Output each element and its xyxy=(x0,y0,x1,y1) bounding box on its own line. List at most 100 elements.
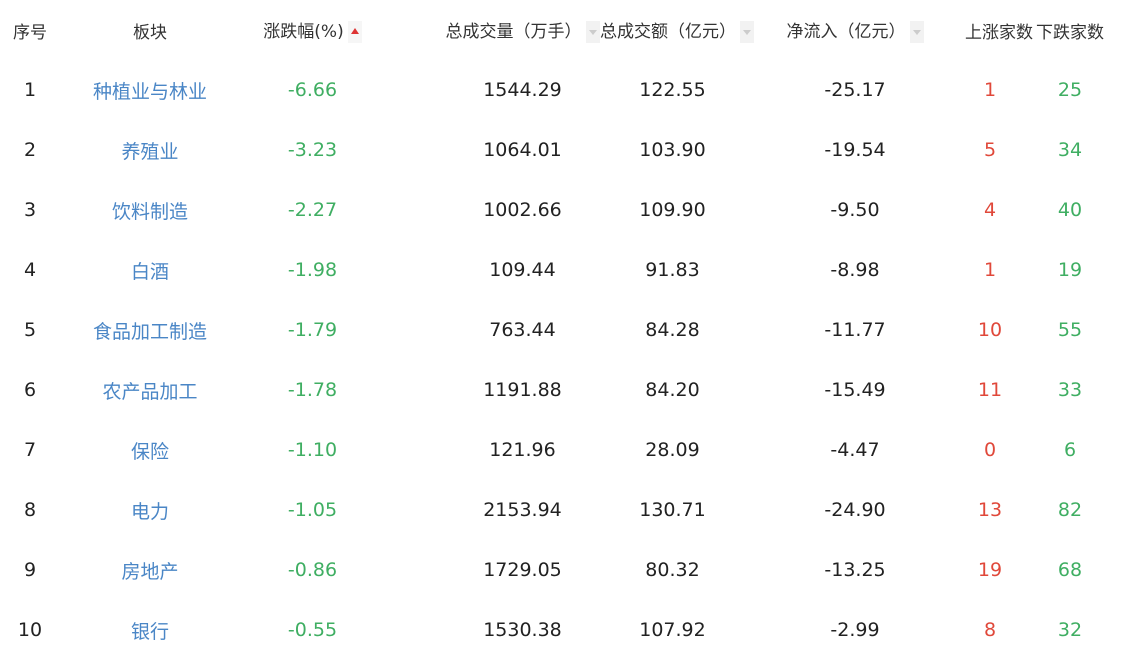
cell-volume: 1002.66 xyxy=(483,199,562,221)
sort-down-icon[interactable] xyxy=(909,21,924,43)
header-change[interactable]: 涨跌幅(%) xyxy=(240,0,385,60)
sort-down-icon[interactable] xyxy=(585,21,600,43)
cell-netflow: -9.50 xyxy=(830,199,880,221)
sort-ascending-icon[interactable] xyxy=(347,21,362,43)
cell-amount: 28.09 xyxy=(645,439,700,461)
header-down: 下跌家数 xyxy=(1036,22,1104,43)
sort-down-icon[interactable] xyxy=(740,21,754,43)
cell-change: -3.23 xyxy=(287,139,338,161)
cell-amount: 91.83 xyxy=(645,259,700,281)
cell-volume: 763.44 xyxy=(489,319,556,341)
header-volume[interactable]: 总成交量（万手） xyxy=(385,0,600,60)
cell-change: -1.05 xyxy=(287,499,338,521)
cell-sector-link[interactable]: 电力 xyxy=(130,500,169,523)
header-netflow[interactable]: 净流入（亿元） xyxy=(745,0,965,60)
cell-amount: 109.90 xyxy=(639,199,706,221)
cell-down: 25 xyxy=(1057,79,1083,101)
cell-up: 5 xyxy=(983,139,997,161)
cell-up: 1 xyxy=(983,259,997,281)
cell-sector-link[interactable]: 保险 xyxy=(130,440,169,463)
cell-up: 4 xyxy=(983,199,997,221)
cell-down: 19 xyxy=(1057,259,1083,281)
cell-index: 9 xyxy=(23,559,37,581)
cell-sector-link[interactable]: 白酒 xyxy=(130,260,169,283)
header-sector: 板块 xyxy=(133,22,167,43)
table-row[interactable]: 1 种植业与林业 -6.66 1544.29 122.55 -25.17 1 25 xyxy=(0,60,1125,120)
header-netflow-label: 净流入（亿元） xyxy=(786,22,906,42)
header-amount[interactable]: 总成交额（亿元） xyxy=(600,0,754,60)
table-row[interactable]: 2 养殖业 -3.23 1064.01 103.90 -19.54 5 34 xyxy=(0,120,1125,180)
cell-sector-link[interactable]: 房地产 xyxy=(121,560,179,583)
cell-netflow: -4.47 xyxy=(830,439,880,461)
table-row[interactable]: 9 房地产 -0.86 1729.05 80.32 -13.25 19 68 xyxy=(0,540,1125,600)
header-amount-label: 总成交额（亿元） xyxy=(600,22,736,42)
cell-netflow: -19.54 xyxy=(824,139,886,161)
cell-change: -2.27 xyxy=(287,199,338,221)
header-volume-label: 总成交量（万手） xyxy=(445,22,582,42)
cell-change: -0.86 xyxy=(287,559,338,581)
cell-up: 19 xyxy=(977,559,1003,581)
cell-volume: 1729.05 xyxy=(483,559,562,581)
cell-index: 6 xyxy=(23,379,37,401)
cell-index: 5 xyxy=(23,319,37,341)
cell-down: 34 xyxy=(1057,139,1083,161)
cell-down: 55 xyxy=(1057,319,1083,341)
cell-up: 0 xyxy=(983,439,997,461)
cell-index: 4 xyxy=(23,259,37,281)
table-row[interactable]: 8 电力 -1.05 2153.94 130.71 -24.90 13 82 xyxy=(0,480,1125,540)
cell-sector-link[interactable]: 种植业与林业 xyxy=(92,80,207,103)
cell-amount: 130.71 xyxy=(639,499,706,521)
cell-netflow: -2.99 xyxy=(830,619,880,641)
cell-sector-link[interactable]: 养殖业 xyxy=(121,140,179,163)
header-change-label: 涨跌幅(%) xyxy=(263,22,344,42)
cell-index: 1 xyxy=(23,79,37,101)
table-row[interactable]: 3 饮料制造 -2.27 1002.66 109.90 -9.50 4 40 xyxy=(0,180,1125,240)
cell-netflow: -15.49 xyxy=(824,379,886,401)
cell-change: -6.66 xyxy=(287,79,338,101)
cell-up: 8 xyxy=(983,619,997,641)
cell-change: -0.55 xyxy=(287,619,338,641)
cell-sector-link[interactable]: 食品加工制造 xyxy=(92,320,207,343)
table-row[interactable]: 7 保险 -1.10 121.96 28.09 -4.47 0 6 xyxy=(0,420,1125,480)
cell-down: 32 xyxy=(1057,619,1083,641)
cell-netflow: -8.98 xyxy=(830,259,880,281)
cell-netflow: -25.17 xyxy=(824,79,886,101)
cell-up: 13 xyxy=(977,499,1003,521)
table-row[interactable]: 10 银行 -0.55 1530.38 107.92 -2.99 8 32 xyxy=(0,600,1125,656)
header-index: 序号 xyxy=(13,22,47,43)
cell-down: 82 xyxy=(1057,499,1083,521)
cell-index: 7 xyxy=(23,439,37,461)
cell-netflow: -24.90 xyxy=(824,499,886,521)
cell-volume: 1544.29 xyxy=(483,79,562,101)
cell-down: 33 xyxy=(1057,379,1083,401)
cell-up: 1 xyxy=(983,79,997,101)
cell-volume: 1191.88 xyxy=(483,379,562,401)
cell-down: 40 xyxy=(1057,199,1083,221)
cell-index: 2 xyxy=(23,139,37,161)
cell-up: 10 xyxy=(977,319,1003,341)
table-row[interactable]: 5 食品加工制造 -1.79 763.44 84.28 -11.77 10 55 xyxy=(0,300,1125,360)
cell-amount: 80.32 xyxy=(645,559,700,581)
cell-netflow: -11.77 xyxy=(824,319,886,341)
cell-sector-link[interactable]: 银行 xyxy=(130,620,169,643)
cell-amount: 122.55 xyxy=(639,79,706,101)
header-up: 上涨家数 xyxy=(965,22,1033,43)
cell-sector-link[interactable]: 农产品加工 xyxy=(102,380,198,403)
cell-volume: 109.44 xyxy=(489,259,556,281)
cell-index: 10 xyxy=(17,619,43,641)
cell-sector-link[interactable]: 饮料制造 xyxy=(111,200,188,223)
cell-amount: 84.28 xyxy=(645,319,700,341)
cell-volume: 2153.94 xyxy=(483,499,562,521)
cell-down: 68 xyxy=(1057,559,1083,581)
cell-change: -1.78 xyxy=(287,379,338,401)
cell-netflow: -13.25 xyxy=(824,559,886,581)
table-row[interactable]: 6 农产品加工 -1.78 1191.88 84.20 -15.49 11 33 xyxy=(0,360,1125,420)
header-row: 序号 板块 涨跌幅(%) 总成交量（万手） 总成交额（亿元） 净流入（亿元） 上… xyxy=(0,0,1125,60)
table-row[interactable]: 4 白酒 -1.98 109.44 91.83 -8.98 1 19 xyxy=(0,240,1125,300)
cell-change: -1.79 xyxy=(287,319,338,341)
cell-change: -1.10 xyxy=(287,439,338,461)
cell-volume: 1530.38 xyxy=(483,619,562,641)
cell-up: 11 xyxy=(977,379,1003,401)
cell-index: 3 xyxy=(23,199,37,221)
